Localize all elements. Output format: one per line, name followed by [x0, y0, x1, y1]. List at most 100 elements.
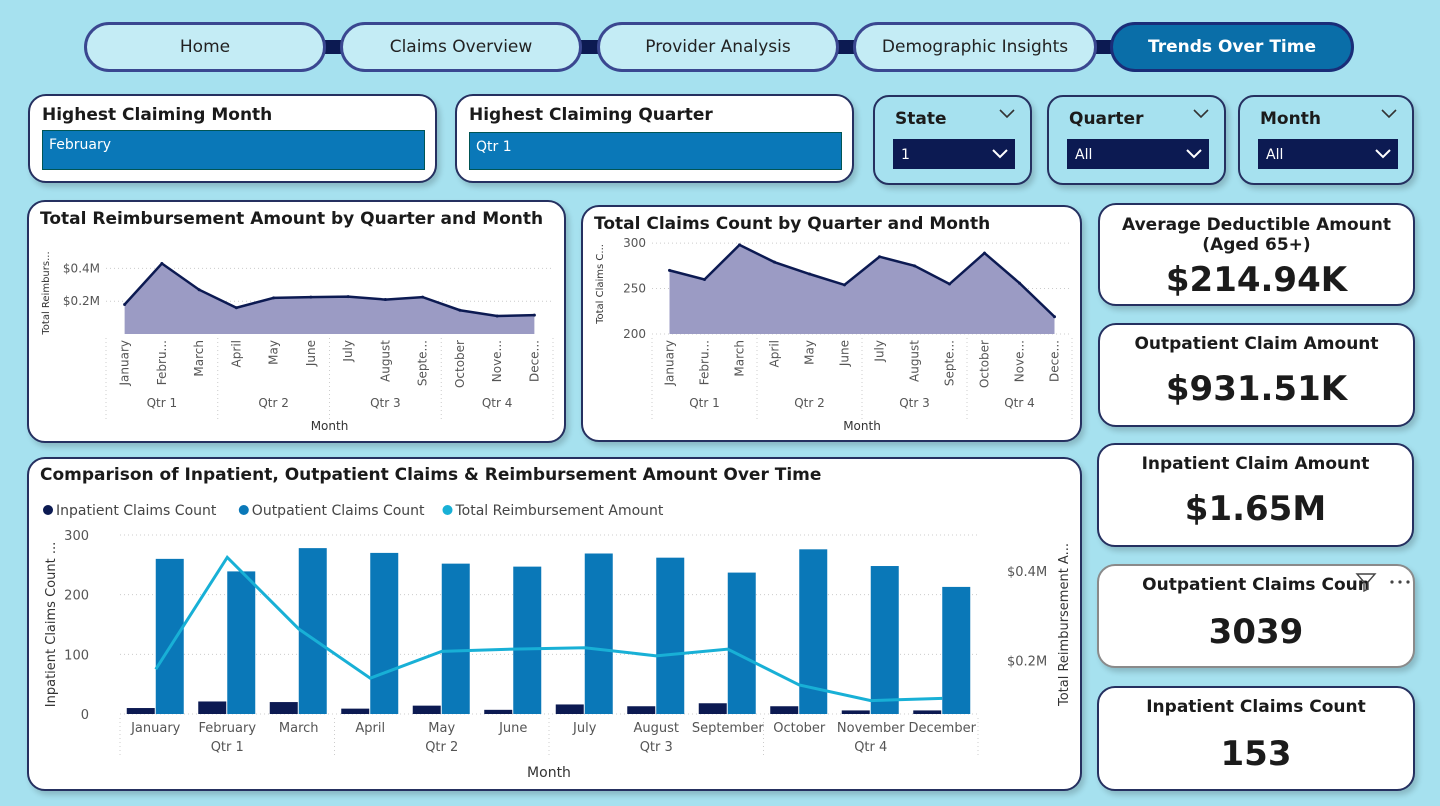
comparison-combo-chart[interactable]: Inpatient Claims Count Outpatient Claims … — [29, 459, 1080, 789]
nav-claims-overview-button[interactable]: Claims Overview — [340, 22, 582, 72]
month-slicer: Month All — [1238, 95, 1414, 185]
data-point — [1018, 281, 1021, 285]
x-tick-label: July — [341, 340, 355, 363]
state-slicer-title: State — [895, 109, 947, 129]
inpatient-bar — [484, 709, 513, 714]
y-tick-label: 250 — [623, 282, 646, 296]
x-tick-label: May — [267, 340, 281, 365]
reimbursement-area-chart[interactable]: $0.2M $0.4M January Febru... March April May Ju… — [29, 202, 564, 441]
filter-icon[interactable] — [1355, 572, 1377, 592]
kpi-outpatient-amount-value: $931.51K — [1165, 369, 1348, 409]
x-tick-label: June — [498, 721, 527, 736]
quarter-dropdown[interactable]: All — [1067, 139, 1209, 169]
outpatient-bar — [656, 557, 685, 714]
highest-quarter-card: Highest Claiming Quarter Qtr 1 — [455, 94, 854, 183]
data-point — [272, 296, 276, 300]
highest-quarter-title: Highest Claiming Quarter — [469, 105, 713, 125]
x-tick-label: May — [428, 721, 455, 736]
reimbursement-chart-title: Total Reimbursement Amount by Quarter an… — [40, 209, 544, 229]
x-tick-label: March — [733, 340, 747, 377]
inpatient-bar — [198, 701, 227, 714]
y2-axis-label: Total Reimbursement A... — [1057, 543, 1072, 707]
month-dropdown[interactable]: All — [1258, 139, 1398, 169]
x-tick-label: August — [634, 721, 680, 736]
x-tick-label: Febru... — [698, 340, 712, 385]
quarter-label: Qtr 2 — [794, 396, 825, 410]
legend-label: Inpatient Claims Count — [56, 503, 217, 519]
y-tick-label: 200 — [623, 327, 646, 341]
data-point — [878, 255, 881, 259]
y-axis-label: Total Reimburs... — [41, 251, 52, 335]
quarter-label: Qtr 1 — [147, 396, 178, 410]
nav-trends-over-time-button[interactable]: Trends Over Time — [1110, 22, 1354, 72]
kpi-inpatient-count-card: Inpatient Claims Count 153 — [1097, 686, 1415, 791]
x-tick-label: Dece... — [1048, 340, 1062, 382]
y-tick-label: 200 — [64, 589, 89, 604]
quarter-dropdown-value: All — [1075, 147, 1093, 163]
data-point — [738, 243, 741, 247]
inpatient-bar — [555, 704, 584, 714]
kpi-inpatient-count-value: 153 — [1220, 734, 1292, 774]
data-point — [808, 272, 811, 276]
quarter-label: Qtr 2 — [425, 740, 458, 755]
quarter-label: Qtr 2 — [258, 396, 289, 410]
reimbursement-area-chart-card: Total Reimbursement Amount by Quarter an… — [27, 200, 566, 443]
outpatient-bar — [155, 558, 184, 714]
y2-tick-label: $0.4M — [1007, 565, 1047, 580]
data-point — [495, 314, 499, 318]
quarter-label: Qtr 3 — [899, 396, 930, 410]
highest-month-card: Highest Claiming Month February — [28, 94, 437, 183]
area-fill — [669, 244, 1055, 334]
state-dropdown[interactable]: 1 — [893, 139, 1015, 169]
quarter-label: Qtr 4 — [1004, 396, 1035, 410]
inpatient-bar — [698, 703, 727, 714]
quarter-label: Qtr 1 — [689, 396, 720, 410]
outpatient-bar — [942, 586, 971, 714]
quarter-label: Qtr 4 — [482, 396, 513, 410]
comparison-combo-chart-card: Comparison of Inpatient, Outpatient Clai… — [27, 457, 1082, 791]
kpi-outpatient-count-card[interactable]: Outpatient Claims Coun 3039 — [1097, 564, 1415, 668]
data-point — [532, 313, 536, 317]
kpi-outpatient-count-title: Outpatient Claims Coun — [1142, 575, 1370, 595]
nav-home-button[interactable]: Home — [84, 22, 326, 72]
chevron-down-icon[interactable] — [998, 107, 1016, 119]
x-tick-label: Dece... — [527, 340, 541, 382]
data-point — [948, 282, 951, 286]
claims-count-area-chart-card: Total Claims Count by Quarter and Month … — [581, 205, 1082, 442]
x-axis-label: Month — [311, 419, 349, 433]
state-dropdown-value: 1 — [901, 147, 910, 163]
x-tick-label: April — [355, 721, 385, 736]
x-tick-label: October — [453, 340, 467, 388]
quarter-label: Qtr 3 — [370, 396, 401, 410]
inpatient-bar — [841, 710, 870, 714]
kpi-outpatient-amount-card: Outpatient Claim Amount $931.51K — [1098, 323, 1415, 427]
x-tick-label: March — [279, 721, 319, 736]
kpi-outpatient-amount-title: Outpatient Claim Amount — [1134, 334, 1379, 354]
x-tick-label: October — [773, 721, 826, 736]
state-slicer: State 1 — [873, 95, 1032, 185]
nav-demographic-insights-button[interactable]: Demographic Insights — [853, 22, 1097, 72]
page-navigation: Home Claims Overview Provider Analysis D… — [84, 22, 1354, 74]
month-dropdown-value: All — [1266, 147, 1284, 163]
data-point — [773, 260, 776, 264]
data-point — [123, 302, 127, 306]
data-point — [309, 295, 313, 299]
nav-provider-analysis-button[interactable]: Provider Analysis — [597, 22, 839, 72]
kpi-avg-deductible-card: Average Deductible Amount (Aged 65+) $21… — [1098, 203, 1415, 306]
chevron-down-icon[interactable] — [1380, 107, 1398, 119]
x-tick-label: June — [838, 340, 852, 367]
x-tick-label: August — [908, 340, 922, 382]
chevron-down-icon[interactable] — [1192, 107, 1210, 119]
kpi-avg-deductible-title: Average Deductible Amount (Aged 65+) — [1122, 215, 1391, 255]
outpatient-bar — [370, 552, 399, 714]
x-tick-label: April — [229, 340, 243, 367]
month-slicer-title: Month — [1260, 109, 1321, 129]
data-point — [421, 295, 425, 299]
inpatient-bar — [627, 706, 656, 714]
more-options-icon[interactable] — [1389, 578, 1411, 586]
data-point — [383, 298, 387, 302]
outpatient-bar — [513, 566, 542, 714]
y-tick-label: 100 — [64, 648, 89, 663]
claims-count-area-chart[interactable]: 200 250 300 January Febru... March April May Jun… — [583, 207, 1080, 440]
data-point — [197, 288, 201, 292]
